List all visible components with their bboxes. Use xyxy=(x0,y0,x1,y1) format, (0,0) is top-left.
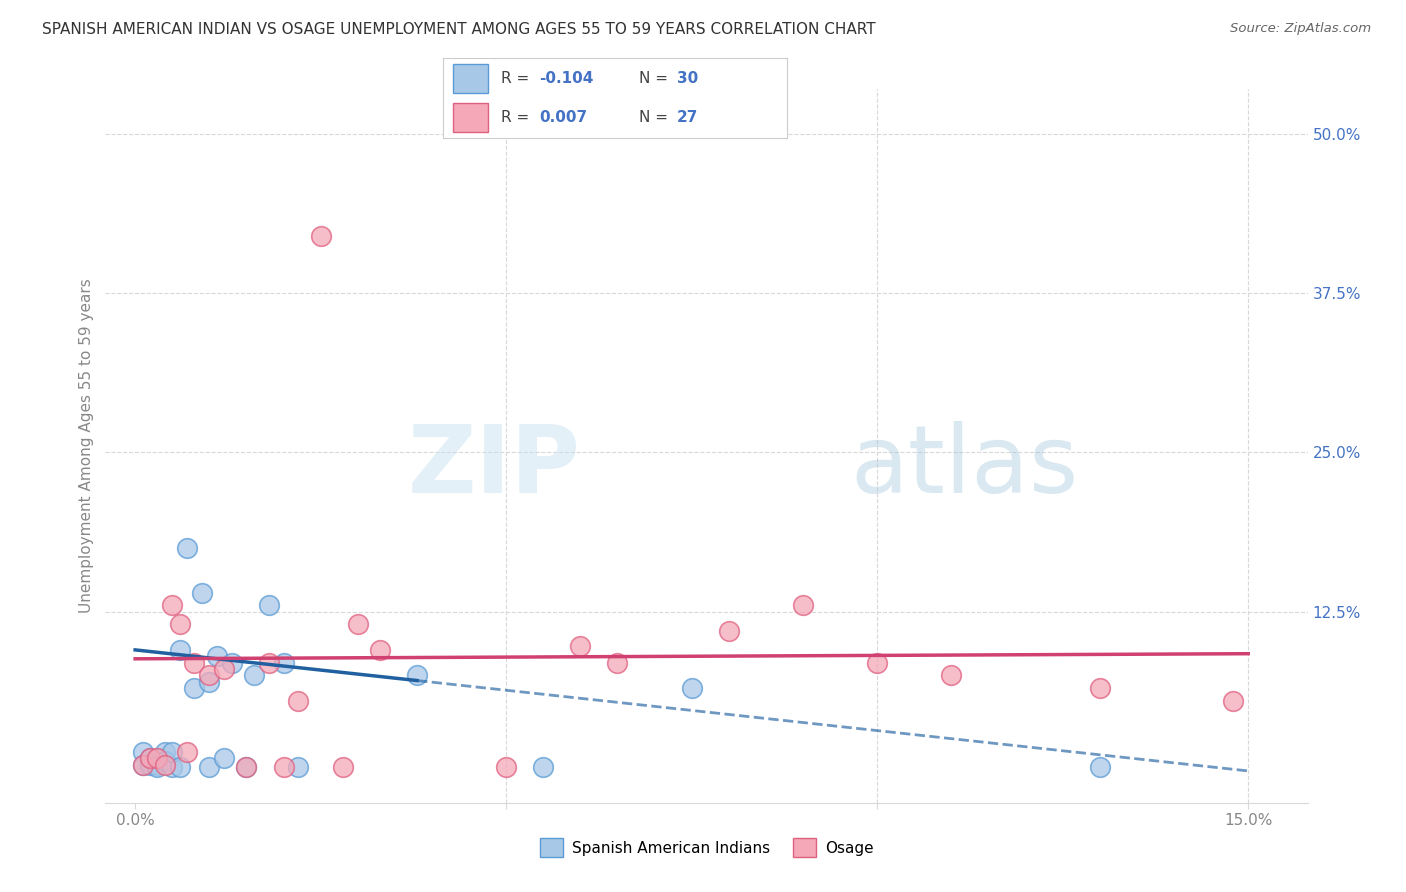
Point xyxy=(169,643,191,657)
Text: -0.104: -0.104 xyxy=(540,71,593,87)
Text: 30: 30 xyxy=(678,71,699,87)
Point xyxy=(162,745,183,759)
Point xyxy=(346,617,368,632)
Point xyxy=(941,668,963,682)
Point xyxy=(273,760,295,774)
Point xyxy=(495,760,517,774)
Point xyxy=(198,760,221,774)
Text: N =: N = xyxy=(640,110,673,125)
Point xyxy=(257,599,280,613)
Point xyxy=(235,760,257,774)
Point xyxy=(131,757,153,772)
Point xyxy=(162,599,183,613)
Point xyxy=(153,745,176,759)
Point xyxy=(176,745,198,759)
Point xyxy=(205,649,228,664)
Point xyxy=(406,668,429,682)
Legend: Spanish American Indians, Osage: Spanish American Indians, Osage xyxy=(533,832,880,863)
Point xyxy=(309,228,332,243)
Point xyxy=(139,751,162,765)
Point xyxy=(146,760,169,774)
Point xyxy=(257,656,280,670)
FancyBboxPatch shape xyxy=(453,64,488,94)
Point xyxy=(212,751,235,765)
Point xyxy=(191,585,214,599)
Text: N =: N = xyxy=(640,71,673,87)
Point xyxy=(368,643,391,657)
Point xyxy=(569,639,592,653)
Point xyxy=(717,624,740,638)
Point xyxy=(1088,760,1111,774)
Point xyxy=(162,760,183,774)
Point xyxy=(139,751,162,765)
Point xyxy=(287,760,309,774)
Point xyxy=(183,681,205,695)
Point xyxy=(153,754,176,768)
Point xyxy=(169,617,191,632)
Text: atlas: atlas xyxy=(851,421,1078,514)
Point xyxy=(273,656,295,670)
Point xyxy=(183,656,205,670)
Text: R =: R = xyxy=(502,71,534,87)
Point xyxy=(1222,694,1244,708)
Point xyxy=(531,760,554,774)
Point xyxy=(169,760,191,774)
Point xyxy=(176,541,198,555)
Point xyxy=(221,656,243,670)
Point xyxy=(606,656,628,670)
Text: ZIP: ZIP xyxy=(408,421,581,514)
Text: SPANISH AMERICAN INDIAN VS OSAGE UNEMPLOYMENT AMONG AGES 55 TO 59 YEARS CORRELAT: SPANISH AMERICAN INDIAN VS OSAGE UNEMPLO… xyxy=(42,22,876,37)
Point xyxy=(146,751,169,765)
Point xyxy=(332,760,354,774)
Point xyxy=(212,662,235,676)
Text: 27: 27 xyxy=(678,110,699,125)
Point xyxy=(198,668,221,682)
Point xyxy=(131,745,153,759)
Point xyxy=(681,681,703,695)
Point xyxy=(153,757,176,772)
Point xyxy=(866,656,889,670)
Point xyxy=(235,760,257,774)
Point xyxy=(198,674,221,689)
Point xyxy=(1088,681,1111,695)
Point xyxy=(131,757,153,772)
Text: Source: ZipAtlas.com: Source: ZipAtlas.com xyxy=(1230,22,1371,36)
Point xyxy=(792,599,814,613)
Point xyxy=(146,757,169,772)
Text: 0.007: 0.007 xyxy=(540,110,588,125)
FancyBboxPatch shape xyxy=(453,103,488,132)
Point xyxy=(243,668,266,682)
Y-axis label: Unemployment Among Ages 55 to 59 years: Unemployment Among Ages 55 to 59 years xyxy=(79,278,94,614)
Point xyxy=(139,757,162,772)
Point xyxy=(146,751,169,765)
Text: R =: R = xyxy=(502,110,534,125)
Point xyxy=(287,694,309,708)
